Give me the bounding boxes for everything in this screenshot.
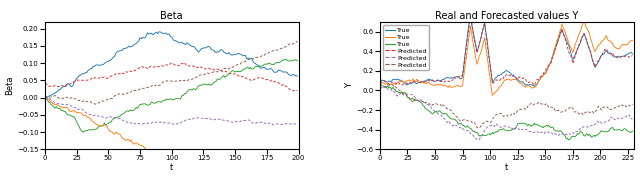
Legend: True, True, True, Predicted, Predicted, Predicted: True, True, True, Predicted, Predicted, … — [383, 25, 429, 70]
X-axis label: t: t — [170, 163, 173, 172]
X-axis label: t: t — [505, 163, 508, 172]
Y-axis label: Y: Y — [345, 83, 354, 88]
Y-axis label: Beta: Beta — [5, 76, 14, 95]
Title: Real and Forecasted values Y: Real and Forecasted values Y — [435, 11, 579, 21]
Title: Beta: Beta — [161, 11, 183, 21]
